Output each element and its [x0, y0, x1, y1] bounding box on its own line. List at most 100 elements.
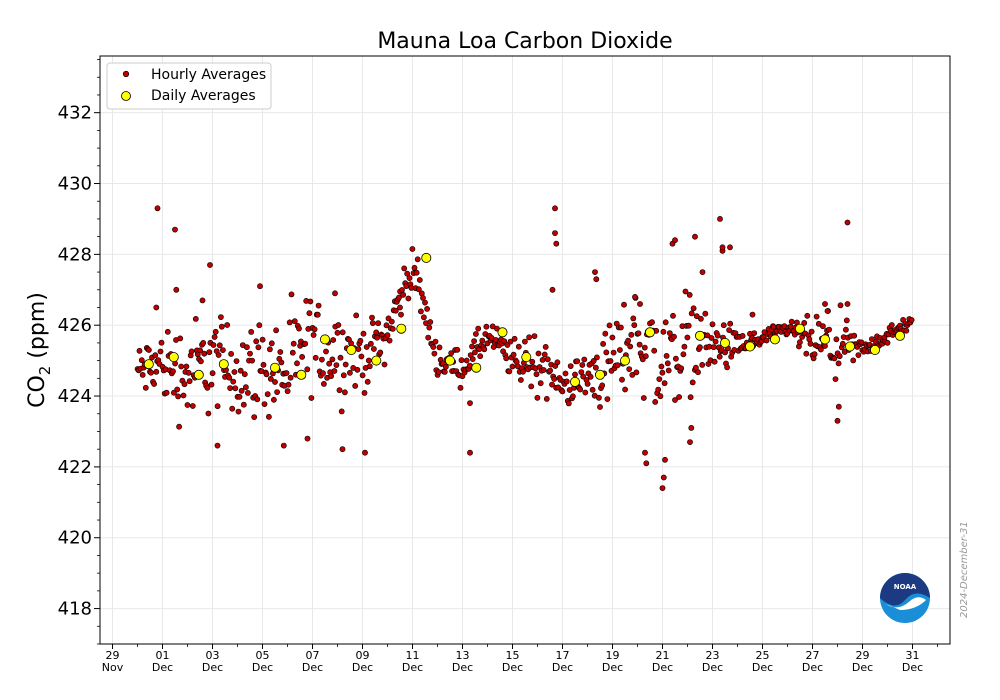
hourly-point: [501, 338, 508, 344]
hourly-point: [426, 324, 433, 331]
date-stamp: 2024-December-31: [959, 521, 970, 618]
hourly-point: [381, 361, 388, 368]
hourly-point: [353, 312, 360, 319]
hourly-point: [346, 369, 353, 376]
hourly-point: [360, 330, 367, 337]
hourly-point: [547, 367, 553, 374]
hourly-point: [375, 320, 382, 327]
x-tick-day-label: 17: [556, 649, 570, 662]
hourly-point: [544, 356, 551, 363]
hourly-point: [702, 310, 709, 317]
hourly-point: [559, 388, 566, 395]
hourly-point: [659, 485, 666, 491]
hourly-point: [164, 328, 171, 335]
x-tick-month-label: Dec: [552, 661, 573, 674]
hourly-point: [720, 322, 727, 329]
daily-point: [143, 359, 154, 370]
hourly-point: [687, 439, 693, 445]
hourly-point: [804, 312, 811, 319]
hourly-point: [200, 339, 207, 346]
hourly-point: [280, 442, 287, 449]
x-tick-month-label: Dec: [202, 661, 223, 674]
hourly-point: [643, 460, 650, 467]
hourly-point: [625, 337, 631, 344]
hourly-point: [302, 340, 309, 347]
hourly-point: [641, 344, 648, 351]
hourly-point: [637, 301, 643, 307]
daily-point: [193, 369, 204, 380]
daily-point: [296, 369, 307, 380]
daily-point: [870, 344, 881, 355]
hourly-point: [158, 339, 165, 346]
hourly-point: [227, 385, 233, 391]
hourly-point: [384, 332, 391, 339]
hourly-point: [543, 395, 550, 402]
hourly-point: [244, 389, 251, 396]
hourly-point: [401, 265, 408, 272]
daily-point: [471, 362, 482, 373]
hourly-point: [603, 349, 610, 356]
hourly-point: [267, 375, 274, 382]
hourly-point: [552, 230, 558, 236]
hourly-point: [183, 363, 190, 370]
x-axis-ticks: 29Nov01Dec03Dec05Dec07Dec09Dec11Dec13Dec…: [102, 644, 938, 674]
y-axis-ticks: 418 420 422 424 426 428 430 432: [58, 59, 100, 645]
hourly-point: [340, 372, 347, 379]
hourly-point: [642, 353, 649, 360]
hourly-point: [574, 358, 581, 365]
hourly-point: [257, 283, 263, 290]
hourly-point: [398, 311, 404, 318]
hourly-point: [610, 349, 617, 356]
legend: Hourly Averages Daily Averages: [106, 62, 272, 110]
hourly-point: [370, 346, 377, 352]
daily-averages-series: [143, 252, 906, 387]
hourly-point: [364, 378, 371, 385]
y-tick-label: 432: [58, 103, 92, 124]
hourly-point: [285, 381, 292, 388]
y-tick-label: 424: [58, 386, 92, 407]
legend-hourly-marker: [122, 70, 130, 78]
x-tick-month-label: Dec: [352, 661, 373, 674]
hourly-point: [425, 334, 432, 341]
hourly-point: [236, 393, 243, 400]
hourly-point: [662, 319, 669, 326]
hourly-point: [607, 358, 614, 364]
legend-hourly-label: Hourly Averages: [151, 67, 266, 83]
hourly-point: [657, 393, 664, 400]
hourly-point: [335, 322, 342, 328]
hourly-point: [520, 368, 526, 375]
hourly-point: [614, 362, 621, 369]
hourly-point: [206, 349, 213, 356]
hourly-point: [673, 355, 679, 362]
hourly-point: [420, 314, 427, 321]
hourly-point: [554, 359, 561, 366]
hourly-point: [664, 360, 671, 367]
hourly-point: [565, 400, 572, 407]
hourly-point: [314, 311, 321, 318]
hourly-point: [214, 442, 221, 449]
hourly-point: [337, 354, 344, 361]
hourly-point: [818, 346, 824, 353]
hourly-point: [329, 356, 336, 363]
hourly-point: [261, 401, 268, 407]
hourly-point: [506, 368, 513, 375]
hourly-point: [142, 384, 149, 391]
hourly-point: [259, 336, 266, 343]
hourly-point: [231, 369, 238, 375]
hourly-point: [671, 333, 677, 340]
hourly-point: [606, 322, 613, 329]
hourly-point: [535, 350, 542, 357]
hourly-point: [636, 341, 643, 348]
hourly-point: [424, 305, 430, 312]
hourly-point: [287, 374, 294, 381]
hourly-point: [365, 357, 372, 364]
hourly-point: [392, 307, 399, 314]
hourly-point: [320, 380, 327, 387]
hourly-point: [386, 337, 393, 344]
hourly-point: [383, 322, 390, 329]
hourly-point: [273, 327, 279, 334]
daily-point: [521, 352, 532, 363]
x-tick-month-label: Nov: [102, 661, 124, 674]
hourly-point: [477, 353, 484, 360]
